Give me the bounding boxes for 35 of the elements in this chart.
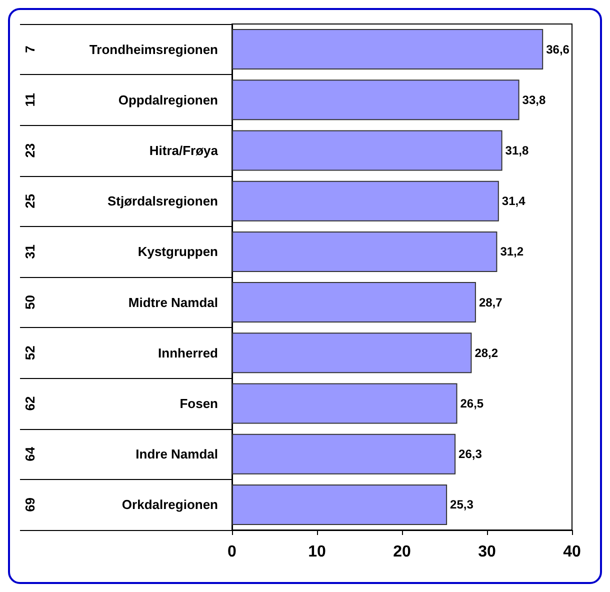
data-label: 33,8	[522, 92, 546, 107]
data-label: 36,6	[546, 42, 570, 56]
x-tick-label: 10	[308, 544, 326, 560]
x-tick-label: 0	[228, 544, 237, 560]
text: 11	[22, 93, 38, 107]
x-tick-label: 30	[478, 544, 496, 560]
text: 52	[22, 346, 38, 360]
y-tick-label: Midtre Namdal	[128, 294, 218, 310]
text: 62	[22, 396, 38, 411]
y-tick-label: Orkdalregionen	[122, 497, 218, 512]
data-label: 28,7	[478, 295, 503, 310]
x-tick-label: 40	[563, 544, 581, 560]
y-tick-label: Trondheimsregionen	[89, 42, 218, 57]
text: 50	[22, 295, 38, 310]
data-label: 25,3	[450, 498, 474, 512]
y-tick-label: Fosen	[180, 396, 218, 411]
text: 23	[22, 143, 38, 158]
y-tick-label: Oppdalregionen	[118, 92, 218, 108]
data-label: 31,4	[502, 194, 526, 208]
text: 25	[22, 194, 38, 208]
data-label: 26,5	[460, 396, 484, 410]
y-tick-label: Hitra/Frøya	[149, 143, 219, 158]
x-tick-label: 20	[393, 544, 411, 560]
data-label: 31,8	[505, 144, 529, 158]
data-label: 26,3	[458, 447, 482, 462]
y-tick-label: Indre Namdal	[136, 446, 218, 462]
data-label: 28,2	[474, 346, 498, 360]
text: 64	[22, 446, 38, 462]
y-tick-label: Kystgruppen	[138, 244, 218, 260]
text: 7	[22, 46, 38, 53]
data-label: 31,2	[500, 244, 524, 259]
y-tick-label: Innherred	[158, 345, 218, 360]
text: 31	[22, 244, 38, 259]
text: 69	[22, 497, 38, 512]
y-tick-label: Stjørdalsregionen	[107, 194, 218, 209]
